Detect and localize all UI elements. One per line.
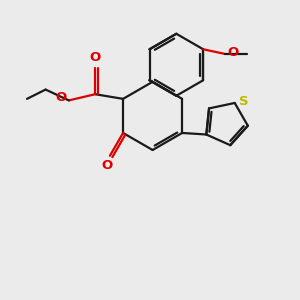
Text: O: O [101, 159, 112, 172]
Text: S: S [239, 95, 249, 108]
Text: O: O [227, 46, 239, 59]
Text: O: O [90, 51, 101, 64]
Text: O: O [55, 92, 66, 104]
